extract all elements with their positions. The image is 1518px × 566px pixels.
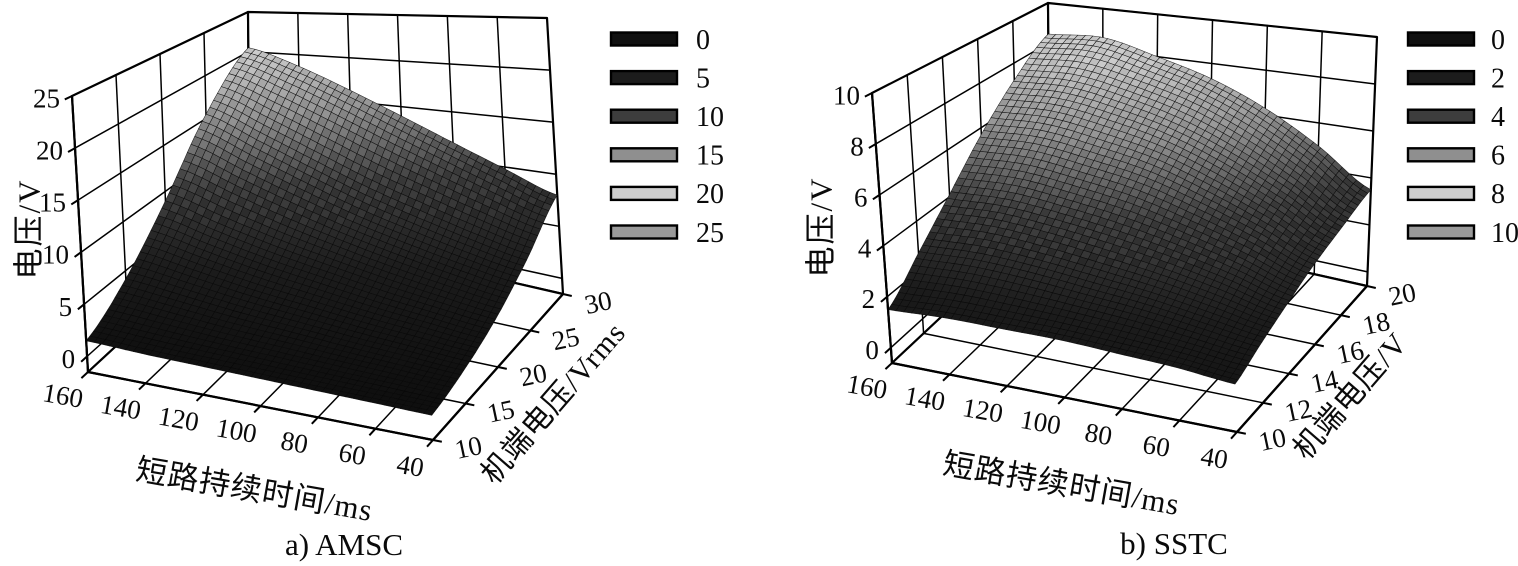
z-tick-label: 20: [36, 136, 63, 166]
tick-mark: [497, 366, 508, 370]
y-tick-label: 20: [1386, 277, 1419, 312]
tick-mark: [253, 405, 262, 414]
legend-label: 10: [696, 102, 724, 133]
legend-swatch: [609, 185, 679, 202]
tick-mark: [530, 329, 540, 334]
tick-mark: [1314, 343, 1325, 348]
tick-mark: [1262, 401, 1273, 406]
tick-mark: [562, 293, 572, 297]
sstc-z-axis-label: 电压/V: [803, 176, 839, 278]
legend-swatch: [1406, 185, 1476, 202]
z-tick-label: 8: [850, 131, 864, 161]
x-tick-label: 120: [156, 401, 201, 438]
legend-label: 5: [696, 63, 710, 94]
z-tick-label: 0: [62, 344, 76, 374]
x-tick-label: 40: [1198, 441, 1230, 475]
z-tick-label: 5: [59, 292, 73, 322]
tick-mark: [1236, 431, 1247, 435]
tick-mark: [138, 382, 147, 391]
x-tick-label: 160: [40, 377, 85, 414]
legend-label: 10: [1491, 218, 1518, 249]
amsc-z-axis-label: 电压/V: [11, 178, 47, 280]
tick-mark: [73, 251, 82, 258]
tick-mark: [880, 296, 888, 303]
surface-mesh: [85, 47, 558, 416]
x-tick-label: 100: [214, 412, 259, 449]
legend: 0 2 4 6 8 10: [1406, 25, 1518, 249]
x-tick-label: 160: [845, 368, 890, 405]
legend-swatch: [1406, 108, 1476, 124]
legend-swatch: [609, 147, 679, 163]
legend-swatch: [609, 69, 679, 86]
legend-label: 4: [1491, 102, 1505, 133]
legend-label: 20: [696, 179, 724, 210]
z-tick-label: 25: [33, 83, 60, 113]
z-tick-label: 0: [865, 335, 879, 365]
z-tick-label: 6: [854, 182, 868, 212]
x-tick-label: 80: [1083, 417, 1115, 451]
legend-label: 0: [696, 25, 710, 56]
x-tick-label: 40: [394, 449, 426, 483]
tick-mark: [1288, 372, 1299, 377]
tick-mark: [70, 199, 79, 206]
legend-swatch: [1406, 31, 1476, 47]
x-tick-label: 60: [1140, 429, 1172, 463]
legend: 0 5 10 15 20 25: [609, 25, 724, 249]
tick-mark: [942, 373, 951, 382]
tick-mark: [884, 362, 893, 370]
z-tick-label: 10: [833, 80, 860, 110]
tick-mark: [80, 371, 89, 379]
tick-mark: [311, 416, 319, 425]
x-tick-label: 140: [98, 389, 143, 426]
tick-mark: [1230, 431, 1238, 440]
legend-swatch: [1406, 147, 1476, 163]
tick-mark: [876, 245, 884, 252]
legend-swatch: [1406, 224, 1476, 240]
tick-mark: [868, 143, 877, 149]
tick-mark: [465, 402, 475, 407]
amsc-caption: a) AMSC: [285, 527, 403, 562]
legend-label: 2: [1491, 63, 1505, 94]
legend-label: 8: [1491, 179, 1505, 210]
sstc-caption: b) SSTC: [1120, 526, 1228, 561]
tick-mark: [368, 427, 377, 436]
legend-label: 6: [1491, 141, 1505, 172]
tick-mark: [864, 92, 873, 98]
x-tick-label: 100: [1018, 404, 1063, 441]
x-tick-label: 80: [279, 425, 311, 459]
z-tick-label: 2: [862, 284, 876, 314]
surface-chart-0: 160 140 120 100 80 60 401015202530051015202505…: [33, 10, 724, 483]
tick-mark: [1115, 408, 1123, 417]
legend-label: 25: [696, 218, 724, 249]
tick-mark: [999, 385, 1008, 394]
legend-swatch: [609, 224, 679, 240]
x-tick-label: 120: [960, 392, 1005, 429]
legend-swatch: [609, 31, 679, 47]
legend-label: 15: [696, 141, 724, 172]
tick-mark: [1172, 419, 1181, 428]
tick-mark: [195, 393, 204, 402]
legend-label: 0: [1491, 25, 1505, 56]
legend-swatch: [1406, 69, 1476, 86]
surface-chart-1: 160 140 120 100 80 60 401012141618200246810024…: [833, 1, 1518, 475]
tick-mark: [67, 147, 76, 153]
legend-swatch: [609, 108, 679, 124]
x-tick-label: 60: [336, 437, 368, 471]
z-tick-label: 4: [858, 233, 872, 263]
tick-mark: [1057, 396, 1066, 405]
tick-mark: [426, 439, 434, 448]
tick-mark: [432, 439, 443, 443]
tick-mark: [1340, 314, 1351, 319]
tick-mark: [1366, 285, 1377, 289]
tick-mark: [872, 194, 881, 201]
x-tick-label: 140: [902, 380, 947, 417]
tick-mark: [64, 95, 73, 101]
